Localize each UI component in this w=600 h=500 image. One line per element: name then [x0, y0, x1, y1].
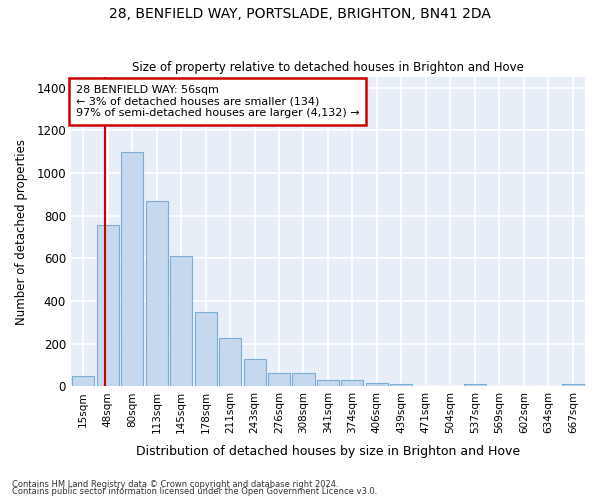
Bar [464, 384, 486, 386]
Bar [121, 152, 143, 386]
Title: Size of property relative to detached houses in Brighton and Hove: Size of property relative to detached ho… [132, 62, 524, 74]
Bar [219, 338, 241, 386]
Bar [97, 226, 119, 386]
Text: 28, BENFIELD WAY, PORTSLADE, BRIGHTON, BN41 2DA: 28, BENFIELD WAY, PORTSLADE, BRIGHTON, B… [109, 8, 491, 22]
Bar [244, 358, 266, 386]
Bar [170, 256, 192, 386]
Bar [317, 380, 339, 386]
Text: Contains public sector information licensed under the Open Government Licence v3: Contains public sector information licen… [12, 487, 377, 496]
Bar [72, 376, 94, 386]
Bar [341, 380, 364, 386]
Bar [268, 373, 290, 386]
Bar [366, 382, 388, 386]
Text: 28 BENFIELD WAY: 56sqm
← 3% of detached houses are smaller (134)
97% of semi-det: 28 BENFIELD WAY: 56sqm ← 3% of detached … [76, 85, 360, 118]
Bar [194, 312, 217, 386]
Bar [292, 372, 314, 386]
Bar [562, 384, 584, 386]
Bar [391, 384, 412, 386]
Y-axis label: Number of detached properties: Number of detached properties [15, 138, 28, 324]
X-axis label: Distribution of detached houses by size in Brighton and Hove: Distribution of detached houses by size … [136, 444, 520, 458]
Text: Contains HM Land Registry data © Crown copyright and database right 2024.: Contains HM Land Registry data © Crown c… [12, 480, 338, 489]
Bar [146, 201, 167, 386]
